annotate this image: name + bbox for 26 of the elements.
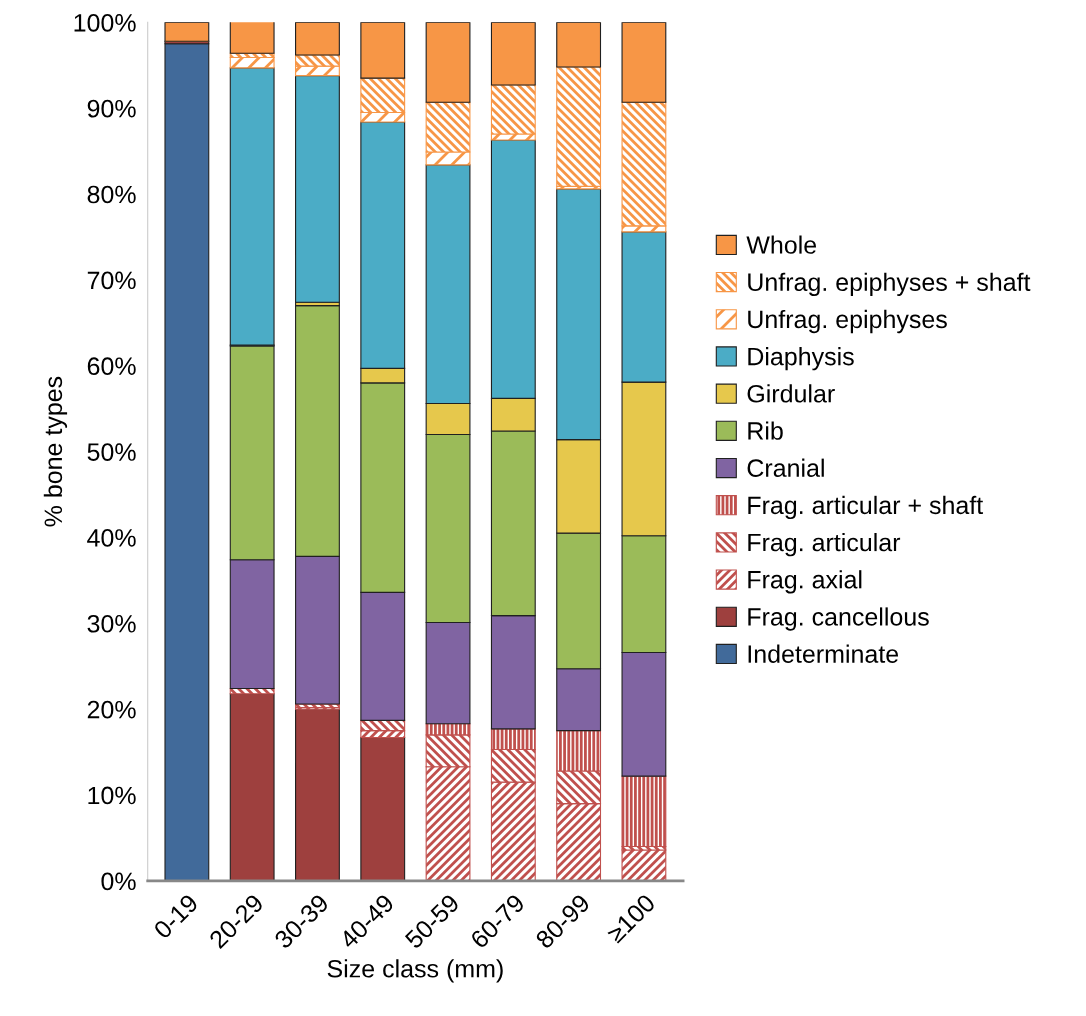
- y-tick-label: 90%: [87, 99, 136, 118]
- y-tick-label: 50%: [87, 443, 136, 461]
- legend-label: Whole: [746, 235, 817, 254]
- legend-label: Girdular: [747, 384, 835, 403]
- legend-label: Frag. articular: [748, 532, 901, 557]
- y-tick-label: 0%: [101, 872, 136, 891]
- y-tick-label: 20%: [87, 700, 136, 719]
- y-tick-label: 100%: [74, 13, 136, 32]
- legend-label: Indeterminate: [748, 644, 899, 663]
- y-axis-title: % bone types: [43, 376, 68, 527]
- x-tick-label: 0-19: [152, 893, 200, 940]
- legend-label: Frag. axial: [748, 570, 862, 594]
- legend-label: Cranial: [747, 458, 824, 477]
- legend-label: Frag. articular + shaft: [748, 495, 984, 520]
- y-tick-label: 30%: [87, 614, 136, 633]
- y-tick-label: 40%: [87, 529, 136, 547]
- legend-label: Rib: [748, 421, 783, 440]
- y-tick-label: 10%: [88, 786, 136, 805]
- y-tick-label: 70%: [87, 271, 136, 290]
- legend-label: Diaphysis: [748, 347, 854, 371]
- y-tick-label: 80%: [87, 185, 136, 204]
- x-axis-title: Size class (mm): [327, 959, 503, 983]
- legend-label: Frag. cancellous: [748, 607, 929, 631]
- y-tick-label: 60%: [87, 357, 136, 376]
- legend-label: Unfrag. epiphyses: [748, 309, 947, 334]
- legend-label: Unfrag. epiphyses + shaft: [748, 272, 1031, 296]
